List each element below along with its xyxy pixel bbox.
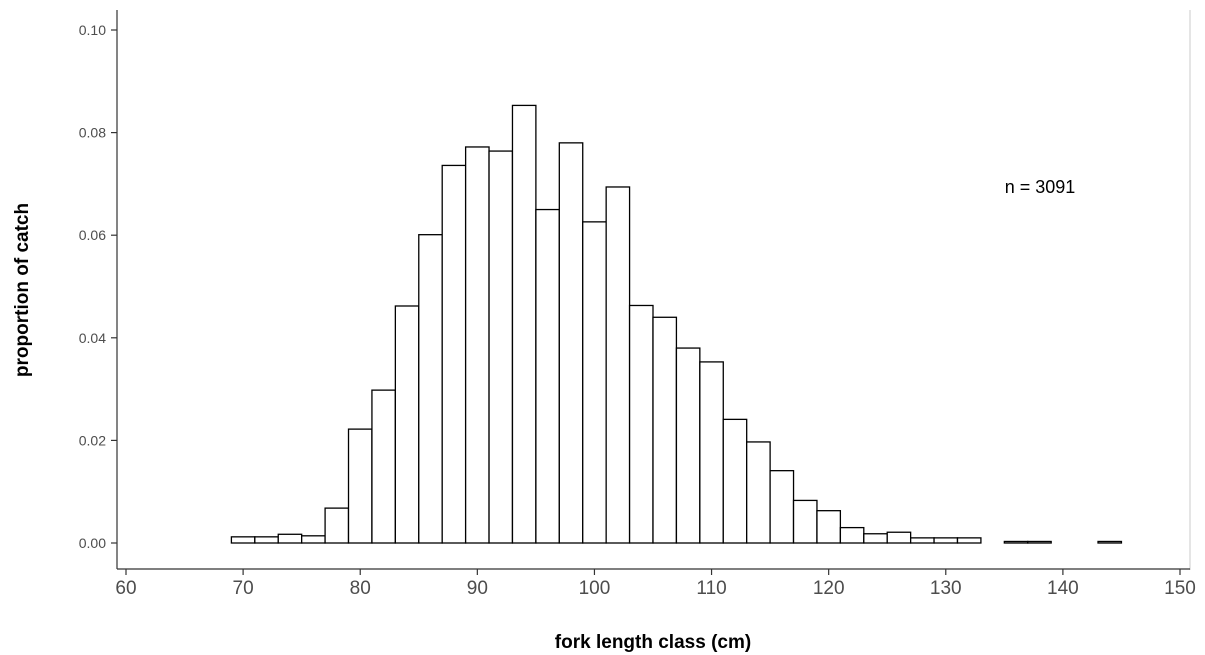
- y-tick-label: 0.00: [79, 535, 106, 551]
- histogram-bar-136: [1003, 540, 1029, 544]
- histogram-bar-78: [324, 507, 350, 544]
- x-tick-label: 110: [696, 578, 726, 599]
- histogram-bars: [230, 104, 1123, 544]
- histogram-bar-104: [628, 304, 654, 544]
- x-tick-label: 130: [930, 578, 962, 599]
- x-tick-label: 150: [1164, 578, 1196, 599]
- histogram-bar-80: [347, 428, 373, 544]
- histogram-bar-100: [582, 221, 607, 544]
- x-tick-label: 90: [467, 578, 488, 599]
- histogram-bar-124: [863, 533, 888, 544]
- x-tick-label: 80: [350, 578, 371, 599]
- histogram-bar-102: [605, 186, 631, 544]
- histogram-bar-118: [792, 499, 818, 544]
- x-tick-label: 140: [1047, 578, 1079, 599]
- histogram-bar-98: [558, 142, 584, 544]
- histogram-bar-144: [1097, 540, 1123, 544]
- histogram-bar-86: [418, 234, 443, 544]
- histogram-bar-116: [769, 470, 795, 544]
- x-axis-title: fork length class (cm): [555, 632, 751, 653]
- histogram-bar-76: [301, 535, 326, 544]
- histogram-bar-126: [886, 531, 912, 544]
- y-tick-label: 0.10: [79, 22, 106, 38]
- y-axis-ticks: 0.00 0.02 0.04 0.06 0.08 0.10: [79, 22, 117, 551]
- histogram-bar-122: [839, 526, 865, 544]
- x-tick-label: 60: [115, 578, 136, 599]
- y-axis-title: proportion of catch: [12, 203, 33, 377]
- y-tick-label: 0.02: [79, 432, 106, 448]
- x-axis-ticks: 60 70 80 90 100 110 120 130 140 150: [115, 569, 1196, 599]
- sample-size-annotation: n = 3091: [1005, 177, 1076, 197]
- y-tick-label: 0.04: [79, 330, 106, 346]
- histogram-bar-138: [1027, 540, 1052, 544]
- x-tick-label: 70: [233, 578, 254, 599]
- histogram-bar-132: [956, 537, 982, 544]
- histogram-bar-84: [394, 305, 420, 544]
- histogram-bar-94: [511, 104, 537, 544]
- histogram-bar-96: [535, 208, 560, 544]
- histogram-bar-130: [933, 537, 959, 544]
- x-tick-label: 120: [813, 578, 845, 599]
- histogram-bar-72: [254, 536, 279, 544]
- y-tick-label: 0.08: [79, 125, 106, 141]
- x-tick-label: 100: [579, 578, 611, 599]
- histogram-bar-88: [441, 164, 467, 544]
- histogram-bar-106: [652, 316, 678, 544]
- histogram-bar-114: [746, 441, 771, 544]
- histogram-bar-74: [277, 533, 303, 544]
- histogram-bar-82: [371, 389, 397, 544]
- histogram-bar-128: [909, 537, 935, 544]
- histogram-bar-92: [488, 150, 514, 544]
- histogram-bar-110: [699, 361, 724, 544]
- histogram-bar-90: [464, 146, 490, 544]
- histogram-bar-112: [722, 418, 748, 544]
- histogram-bar-108: [675, 347, 701, 544]
- histogram-bar-120: [816, 510, 842, 544]
- histogram-bar-70: [230, 536, 256, 544]
- y-tick-label: 0.06: [79, 227, 106, 243]
